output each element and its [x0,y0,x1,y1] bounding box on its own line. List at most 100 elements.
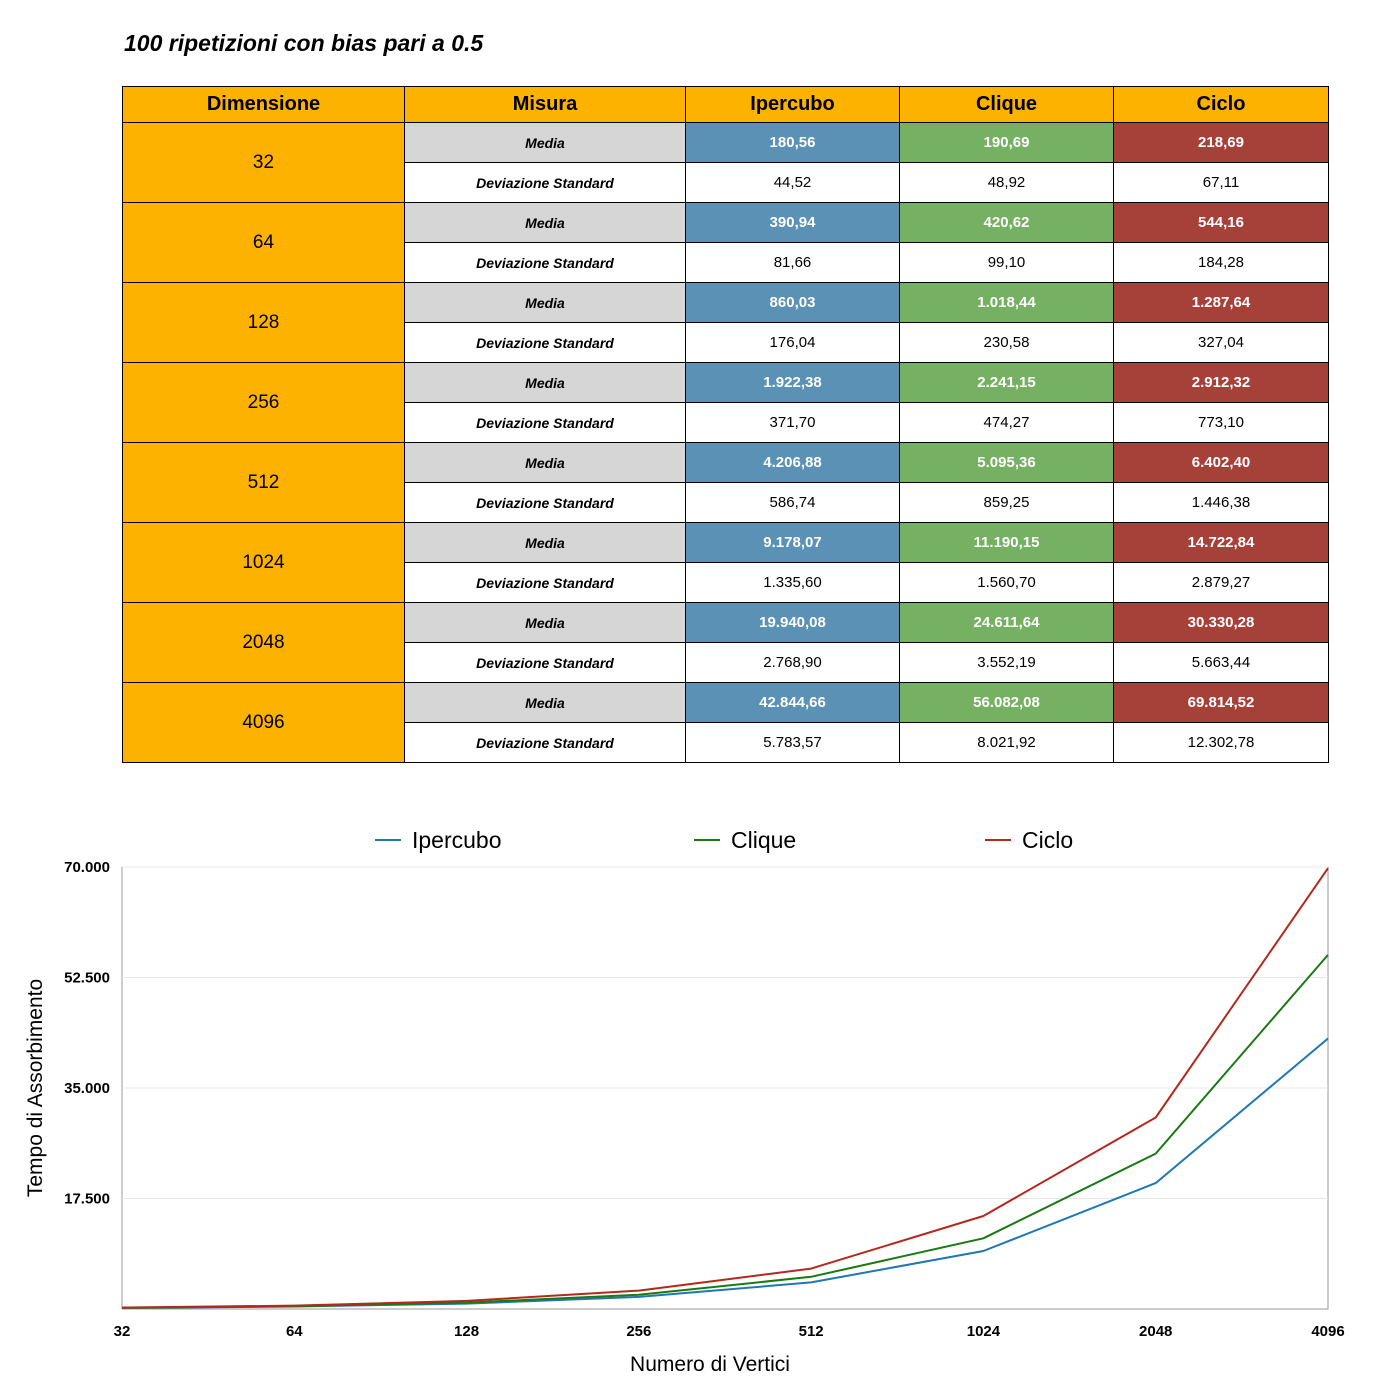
table-row: 512 Media 4.206,88 5.095,36 6.402,40 [122,442,1329,523]
mean-clique-cell: 11.190,15 [899,522,1114,563]
mean-ipercubo-cell: 390,94 [685,202,900,243]
sd-ciclo-cell: 2.879,27 [1113,562,1329,603]
sd-ciclo-cell: 1.446,38 [1113,482,1329,523]
measure-mean-label: Media [404,282,686,323]
mean-ciclo-cell: 218,69 [1113,122,1329,163]
sd-clique-cell: 3.552,19 [899,642,1114,683]
x-tick-label: 1024 [967,1323,1001,1340]
sd-clique-cell: 230,58 [899,322,1114,363]
sd-ipercubo-cell: 1.335,60 [685,562,900,603]
measure-mean-label: Media [404,682,686,723]
table-row: 4096 Media 42.844,66 56.082,08 69.814,52 [122,682,1329,763]
sd-ciclo-cell: 12.302,78 [1113,722,1329,763]
mean-ciclo-cell: 1.287,64 [1113,282,1329,323]
measure-mean-label: Media [404,522,686,563]
table-row: Deviazione Standard 81,66 99,10 184,28 [123,242,1329,283]
table-row: Deviazione Standard 2.768,90 3.552,19 5.663… [123,642,1329,683]
measure-mean-label: Media [404,202,686,243]
x-axis-title: Numero di Vertici [630,1353,790,1376]
mean-ipercubo-cell: 4.206,88 [685,442,900,483]
table-row: 1024 Media 9.178,07 11.190,15 14.722,84 [122,522,1329,603]
mean-ciclo-cell: 6.402,40 [1113,442,1329,483]
table-row: Deviazione Standard 44,52 48,92 67,11 [123,162,1329,203]
mean-ipercubo-cell: 42.844,66 [685,682,900,723]
mean-ciclo-cell: 14.722,84 [1113,522,1329,563]
dimension-cell: 4096 [122,682,405,763]
dimension-cell: 1024 [122,522,405,603]
measure-sd-label: Deviazione Standard [404,722,686,763]
measure-mean-label: Media [404,442,686,483]
y-tick-label: 70.000 [64,859,110,876]
x-tick-label: 64 [286,1323,303,1340]
sd-ipercubo-cell: 586,74 [685,482,900,523]
sd-ipercubo-cell: 176,04 [685,322,900,363]
mean-clique-cell: 420,62 [899,202,1114,243]
sd-clique-cell: 859,25 [899,482,1114,523]
table-row: 32 Media 180,56 190,69 218,69 [122,122,1329,203]
header-ciclo: Ciclo [1113,86,1329,123]
series-line-ciclo [121,867,1329,1309]
measure-mean-label: Media [404,602,686,643]
sd-ipercubo-cell: 44,52 [685,162,900,203]
mean-ipercubo-cell: 180,56 [685,122,900,163]
table-row: Deviazione Standard 176,04 230,58 327,04 [123,322,1329,363]
table-row: Deviazione Standard 5.783,57 8.021,92 12.30… [123,722,1329,763]
sd-ipercubo-cell: 81,66 [685,242,900,283]
x-tick-label: 2048 [1139,1323,1172,1340]
mean-ipercubo-cell: 19.940,08 [685,602,900,643]
measure-sd-label: Deviazione Standard [404,242,686,283]
sd-ipercubo-cell: 2.768,90 [685,642,900,683]
table-row: Deviazione Standard 1.335,60 1.560,70 2.879… [123,562,1329,603]
table-header-row: Dimensione Misura Ipercubo Clique Ciclo [122,86,1329,123]
measure-mean-label: Media [404,122,686,163]
table-row: 256 Media 1.922,38 2.241,15 2.912,32 [122,362,1329,443]
y-tick-label: 35.000 [64,1080,110,1097]
sd-clique-cell: 8.021,92 [899,722,1114,763]
mean-ipercubo-cell: 9.178,07 [685,522,900,563]
mean-clique-cell: 56.082,08 [899,682,1114,723]
mean-ciclo-cell: 544,16 [1113,202,1329,243]
y-axis-title: Tempo di Assorbimento [24,979,47,1197]
dimension-cell: 64 [122,202,405,283]
sd-clique-cell: 99,10 [899,242,1114,283]
table-row: 2048 Media 19.940,08 24.611,64 30.330,28 [122,602,1329,683]
x-tick-label: 32 [114,1323,131,1340]
dimension-cell: 512 [122,442,405,523]
mean-ipercubo-cell: 1.922,38 [685,362,900,403]
table-row: 128 Media 860,03 1.018,44 1.287,64 [122,282,1329,363]
sd-ciclo-cell: 184,28 [1113,242,1329,283]
mean-clique-cell: 190,69 [899,122,1114,163]
y-tick-label: 52.500 [64,970,110,987]
header-measure: Misura [404,86,686,123]
y-tick-label: 17.500 [64,1191,110,1208]
measure-sd-label: Deviazione Standard [404,482,686,523]
measure-sd-label: Deviazione Standard [404,322,686,363]
x-tick-label: 512 [799,1323,824,1340]
x-tick-label: 4096 [1311,1323,1344,1340]
table-row: 64 Media 390,94 420,62 544,16 [122,202,1329,283]
dimension-cell: 2048 [122,602,405,683]
mean-ciclo-cell: 2.912,32 [1113,362,1329,403]
results-table: Dimensione Misura Ipercubo Clique Ciclo … [122,86,1329,763]
mean-clique-cell: 24.611,64 [899,602,1114,643]
mean-clique-cell: 2.241,15 [899,362,1114,403]
legend-label: Clique [731,827,796,853]
table-row: Deviazione Standard 371,70 474,27 773,10 [123,402,1329,443]
header-dimension: Dimensione [122,86,405,123]
measure-sd-label: Deviazione Standard [404,642,686,683]
sd-ciclo-cell: 327,04 [1113,322,1329,363]
x-tick-label: 256 [626,1323,651,1340]
sd-ciclo-cell: 773,10 [1113,402,1329,443]
measure-mean-label: Media [404,362,686,403]
sd-clique-cell: 48,92 [899,162,1114,203]
dimension-cell: 128 [122,282,405,363]
sd-ciclo-cell: 5.663,44 [1113,642,1329,683]
header-ipercubo: Ipercubo [685,86,900,123]
sd-clique-cell: 474,27 [899,402,1114,443]
measure-sd-label: Deviazione Standard [404,162,686,203]
legend-label: Ipercubo [412,827,502,853]
sd-clique-cell: 1.560,70 [899,562,1114,603]
line-chart: 17.500 35.000 52.500 70.000 32 64 128 256 512 102… [24,827,1345,1376]
mean-ciclo-cell: 30.330,28 [1113,602,1329,643]
measure-sd-label: Deviazione Standard [404,402,686,443]
